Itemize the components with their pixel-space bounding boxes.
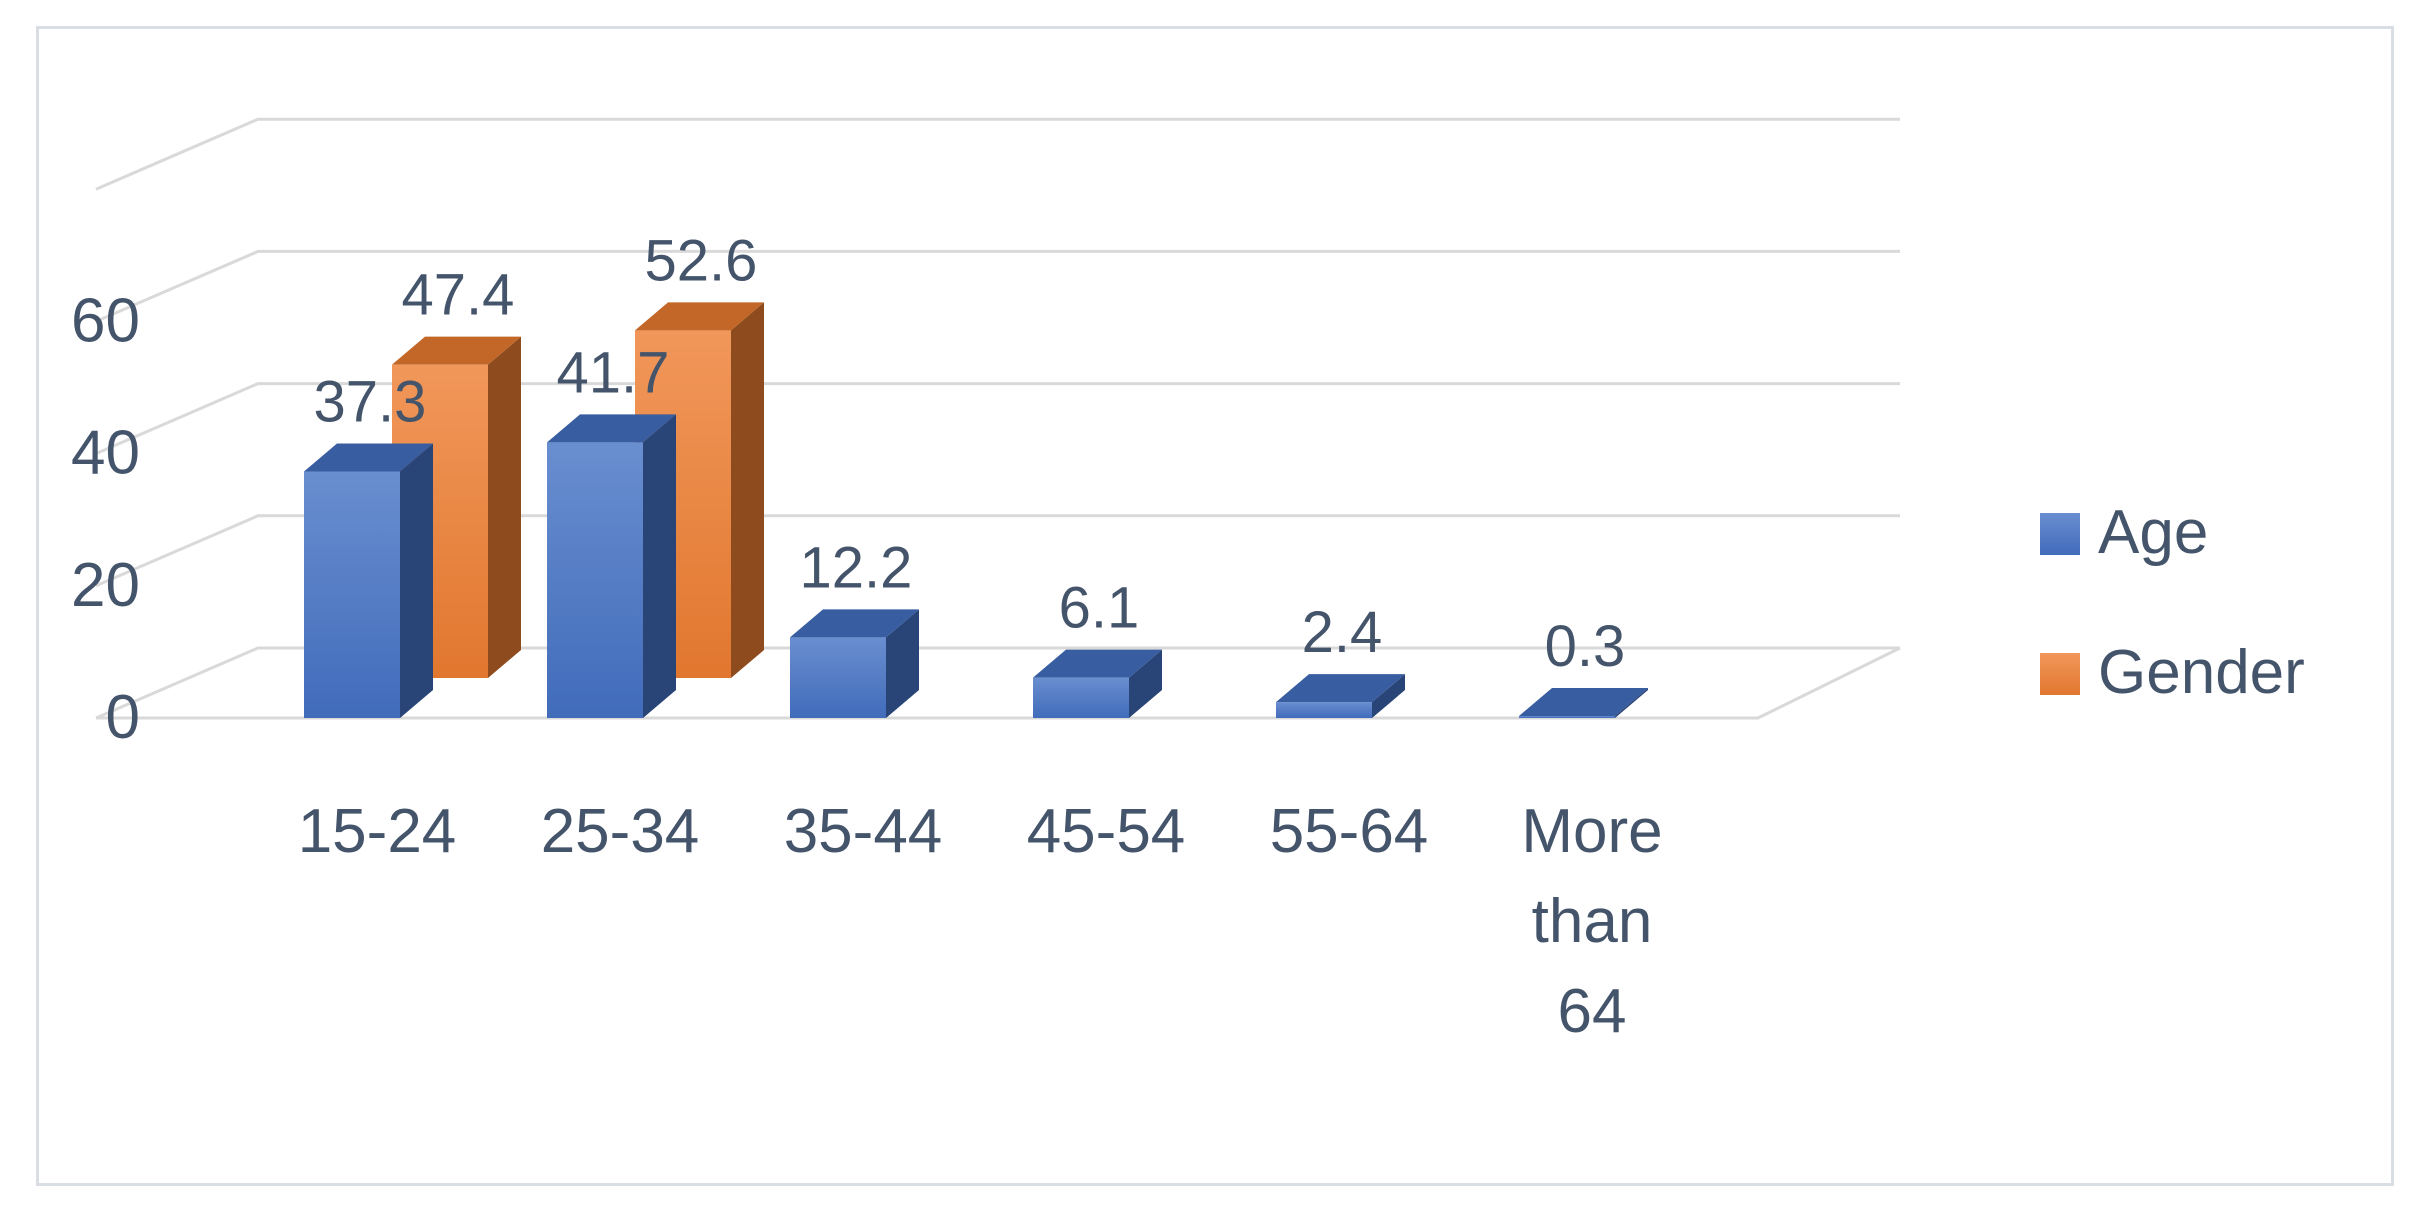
gridline [95,646,1900,720]
y-tick-label: 0 [106,683,140,752]
y-tick-label: 40 [71,419,140,488]
bar-age [547,414,676,718]
data-label: 37.3 [314,369,427,434]
legend-swatch [2040,653,2080,695]
data-label: 2.4 [1302,600,1383,665]
category-label: 25-34 [541,797,700,866]
data-label: 47.4 [402,263,515,328]
legend: Age Gender [2040,498,2305,707]
category-label: 35-44 [784,797,943,866]
gridlines [95,117,1901,720]
legend-label: Age [2098,498,2208,567]
floor-edge [96,646,1901,720]
data-label: 41.7 [557,340,670,405]
category-label: 15-24 [298,797,457,866]
gridline [95,249,1900,323]
data-label: 52.6 [645,228,758,293]
y-tick-label: 20 [71,551,140,620]
bar-age [1033,649,1162,718]
category-label: 55-64 [1270,797,1429,866]
bars: 47.4 52.6 37.3 41.7 12.2 6.1 2.4 0.3 [304,228,1648,718]
bar-age [1276,674,1405,718]
category-label: 45-54 [1027,797,1186,866]
legend-swatch [2040,513,2080,555]
bar-age [1519,688,1648,718]
gridline [95,117,1900,191]
category-label: More than 64 [1521,797,1662,1046]
data-label: 6.1 [1059,576,1140,641]
data-label: 12.2 [800,535,913,600]
x-axis-labels: 15-24 25-34 35-44 45-54 55-64 More than 64 [298,797,1663,1046]
y-axis-ticks: 0 20 40 60 [71,286,140,752]
gridline [95,382,1900,455]
bar-age [790,609,919,718]
bar-age [304,443,433,718]
gridline [95,514,1900,588]
data-label: 0.3 [1545,614,1626,679]
legend-label: Gender [2098,638,2305,707]
y-tick-label: 60 [71,286,140,355]
